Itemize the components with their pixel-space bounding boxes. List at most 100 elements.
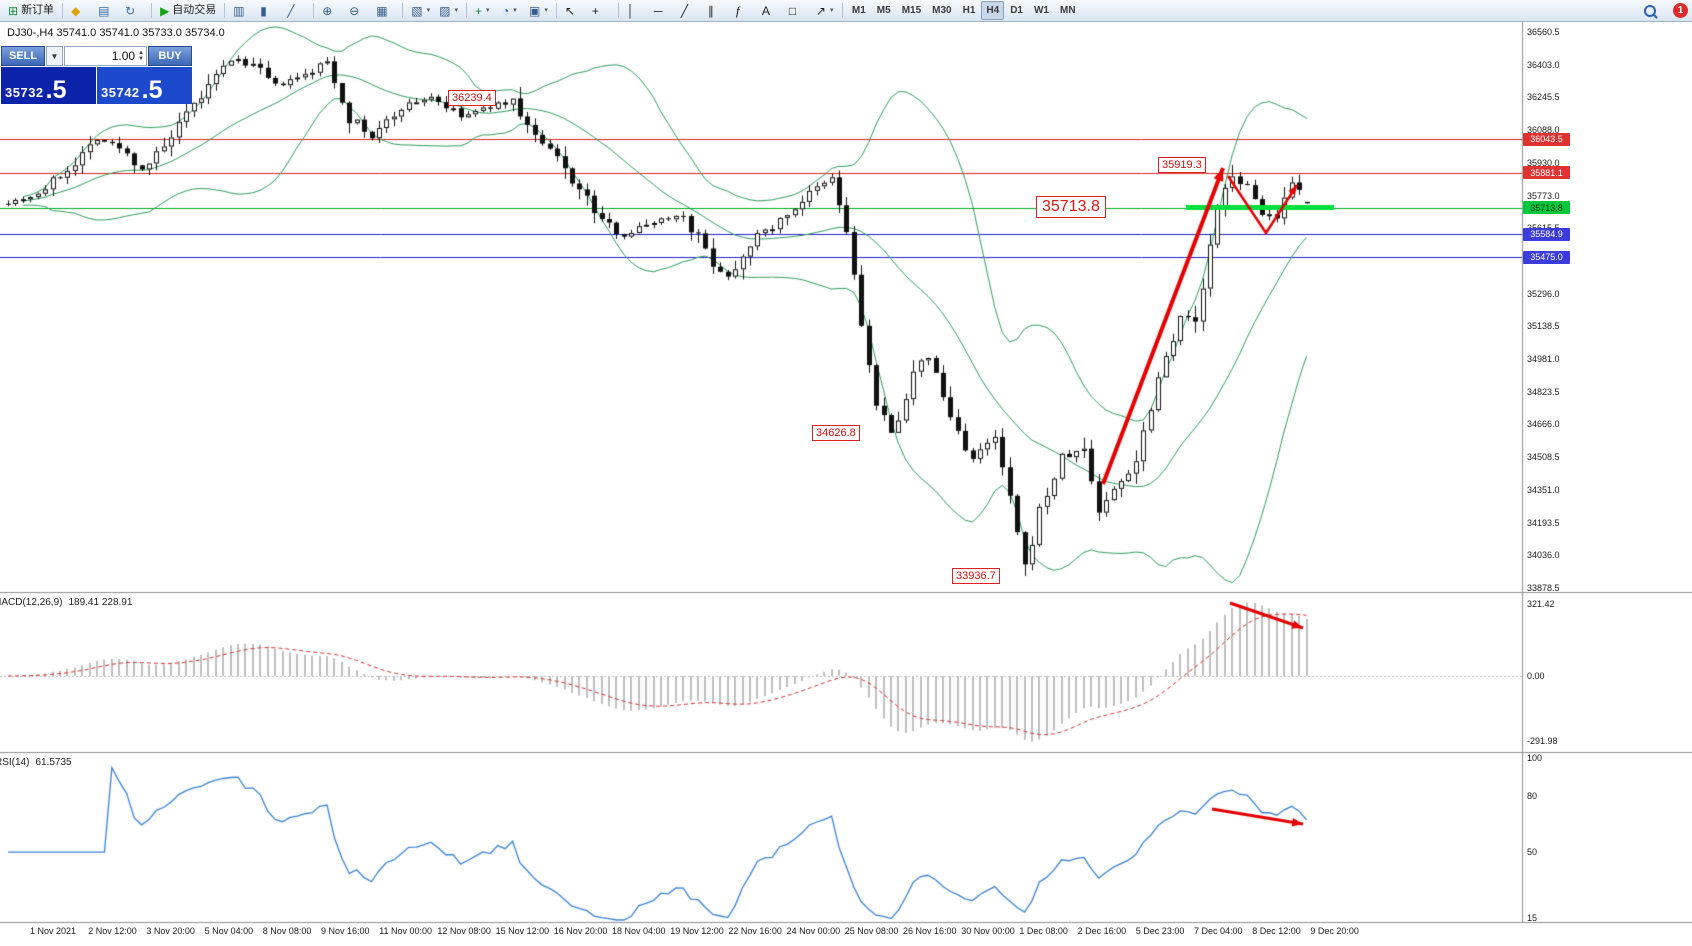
tile-windows-icon: ▦ [376,3,388,18]
zoom-out-icon: ⊖ [349,3,360,18]
chart-price-label[interactable]: 35919.3 [1158,157,1206,173]
rsi-axis-tick: 80 [1527,790,1538,801]
chart-list-icon[interactable]: ▧ ▾ [407,1,434,21]
time-axis-tick: 1 Dec 08:00 [1019,926,1068,936]
trendline-icon[interactable]: ╱ [677,1,703,21]
toolbar-separator [62,3,64,18]
time-axis-tick: 3 Nov 20:00 [146,926,195,936]
buy-price-main: 35742 [101,85,140,100]
timeframe-w1[interactable]: W1 [1033,5,1049,16]
timeframe-m30[interactable]: M30 [932,5,952,16]
channel-icon[interactable]: ∥ [704,1,730,21]
buy-button[interactable]: BUY [148,46,192,66]
metaeditor-icon[interactable]: ◆ [67,1,93,21]
chart-properties-icon[interactable]: ▣ ▾ [525,1,552,21]
zoom-out-icon[interactable]: ⊖ [345,1,371,21]
chart-price-label[interactable]: 36239.4 [448,90,496,106]
volume-input[interactable]: 1.00 ▲ ▼ [64,46,147,66]
autotrade-button-label: 自动交易 [172,4,217,16]
cursor-icon: ↖ [564,3,575,18]
sell-button[interactable]: SELL [1,46,45,66]
vertical-line-icon[interactable]: │ [623,1,649,21]
time-axis-tick: 15 Nov 12:00 [495,926,550,936]
buy-price-button[interactable]: 35742 .5 [97,67,192,104]
autotrade-button[interactable]: ▶ 自动交易 [156,1,220,21]
timeframe-m5[interactable]: M5 [876,5,891,16]
arrows-icon[interactable]: ↗ ▾ [812,1,838,21]
time-axis-tick: 26 Nov 16:00 [903,926,957,936]
label-icon: □ [788,3,797,18]
macd-axis-tick: 0.00 [1527,671,1545,681]
time-axis-tick: 12 Nov 08:00 [437,926,491,936]
rsi-value-text: 61.5735 [35,757,72,768]
macd-values-text: 189.41 228.91 [68,597,133,608]
timeframe-d1[interactable]: D1 [1010,5,1023,16]
zoom-in-icon[interactable]: ⊕ [318,1,344,21]
fibonacci-icon: ƒ [734,3,742,18]
dropdown-arrow-icon: ▾ [544,7,548,14]
dropdown-arrow-icon: ▾ [513,7,517,14]
toolbar-separator [313,3,315,18]
rsi-indicator-label: RSI(14) 61.5735 [0,757,78,768]
time-axis-tick: 2 Nov 12:00 [88,926,137,936]
candlestick-chart-icon[interactable]: ▮ [256,1,282,21]
price-axis-tick: 35138.5 [1527,321,1560,332]
timeframe-h1[interactable]: H1 [962,5,976,16]
timeframe-mn[interactable]: MN [1059,5,1076,16]
price-axis-tick: 36403.0 [1527,59,1560,70]
chart-price-label[interactable]: 34626.8 [812,425,860,441]
horizontal-line-icon[interactable]: ─ [650,1,676,21]
chart-price-label[interactable]: 33936.7 [952,568,1000,584]
arrows-icon: ↗ [815,3,826,18]
period-clock-icon[interactable]: ◔ ▾ [498,1,524,21]
label-icon[interactable]: □ [785,1,811,21]
time-axis-tick: 2 Dec 16:00 [1077,926,1127,936]
search-lens-icon [1644,4,1656,17]
search-icon[interactable] [1640,1,1666,21]
timeframe-h4[interactable]: H4 [981,1,1005,20]
sell-price-button[interactable]: 35732 .5 [1,67,96,104]
price-axis-tick: 35773.0 [1527,190,1560,201]
time-axis-tick: 1 Nov 2021 [30,926,77,936]
bar-chart-icon[interactable]: ▥ [229,1,255,21]
volume-stepper[interactable]: ▲ ▼ [138,50,144,62]
dropdown-arrow-icon: ▾ [426,7,431,14]
add-indicator-icon[interactable]: + ▾ [471,1,497,21]
timeframe-m15[interactable]: M15 [901,5,922,16]
time-axis-tick: 5 Nov 04:00 [204,926,254,936]
price-marker-badge: 35584.9 [1523,227,1570,241]
line-chart-icon: ╱ [287,3,295,18]
zoom-in-icon: ⊕ [322,3,333,18]
line-chart-icon[interactable]: ╱ [283,1,309,21]
toolbar: ⊞ 新订单 ◆ ▤ ↻ ▶ 自动交易 ▥ ▮ ╱ ⊕ ⊖ ▦ ▧ ▾ ▨ ▾ + ▾ ◔ ▾ ▣ ▾ ↖ + │ ─ ╱ ∥ ƒ A □ ↗ ▾ M… [0,0,1692,22]
profiles-icon[interactable]: ▤ [94,1,120,21]
toolbar-separator [617,3,619,18]
price-axis-tick: 36560.5 [1527,27,1560,37]
refresh-icon[interactable]: ↻ [121,1,147,21]
cursor-icon[interactable]: ↖ [561,1,587,21]
time-axis-tick: 8 Dec 12:00 [1252,926,1301,936]
price-marker-badge: 35713.8 [1523,201,1570,215]
dropdown-arrow-icon: ▾ [486,7,490,14]
macd-axis-tick: 321.42 [1527,599,1555,609]
chart-shift-icon[interactable]: ▨ ▾ [435,1,462,21]
new-order-icon: ⊞ [8,3,19,18]
sell-price-pips: .5 [45,76,67,104]
add-indicator-icon: + [475,3,483,18]
rsi-title-text: RSI(14) [0,757,30,768]
price-axis-tick: 34666.0 [1527,419,1560,430]
notification-badge[interactable]: 1 [1673,3,1688,18]
horizontal-line-icon: ─ [653,3,663,18]
chart-price-label[interactable]: 35713.8 [1036,196,1106,218]
tile-windows-icon[interactable]: ▦ [372,1,398,21]
rsi-axis-tick: 100 [1527,753,1543,763]
trendline-icon: ╱ [680,3,689,18]
text-icon[interactable]: A [758,1,784,21]
new-order-button[interactable]: ⊞ 新订单 [4,1,58,21]
fibonacci-icon[interactable]: ƒ [731,1,757,21]
time-axis-tick: 8 Nov 08:00 [262,926,312,936]
crosshair-icon[interactable]: + [588,1,614,21]
volume-dropdown-button[interactable]: ▼ [46,46,63,66]
timeframe-m1[interactable]: M1 [851,5,866,16]
